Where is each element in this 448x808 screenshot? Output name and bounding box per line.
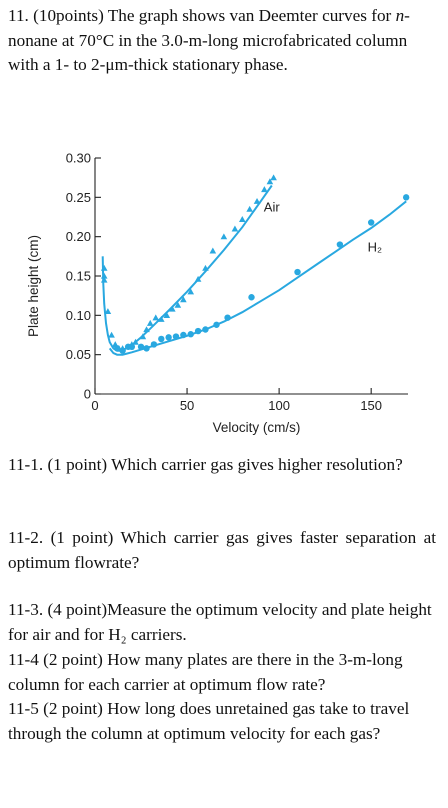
h2-data-point <box>202 326 209 333</box>
y-tick-label: 0.05 <box>66 347 91 362</box>
x-axis-label: Velocity (cm/s) <box>213 420 301 435</box>
air-data-point <box>266 178 274 185</box>
x-tick-label: 50 <box>180 398 194 413</box>
h2-data-point <box>128 343 136 350</box>
y-tick-label: 0.10 <box>66 308 91 323</box>
air-data-point <box>157 315 165 322</box>
air-data-point <box>100 272 108 279</box>
h2-data-point <box>294 268 301 276</box>
h2-data-point <box>224 314 231 321</box>
air-data-point <box>104 308 112 315</box>
air-data-point <box>246 205 253 212</box>
h2-data-point <box>213 321 220 328</box>
air-data-point <box>270 174 277 181</box>
air-data-point <box>163 312 171 318</box>
air-data-point <box>180 296 187 303</box>
h2-data-point <box>119 347 126 354</box>
air-data-point <box>231 225 239 232</box>
question-11-1: 11-1. (1 point) Which carrier gas gives … <box>8 455 403 474</box>
air-data-point <box>194 275 202 282</box>
air-data-point <box>169 305 176 312</box>
y-tick-label: 0.20 <box>66 229 91 244</box>
air-data-point <box>146 319 154 326</box>
x-tick-label: 150 <box>360 398 382 413</box>
y-tick-label: 0 <box>84 387 91 402</box>
x-tick-label: 0 <box>91 398 98 413</box>
y-tick-label: 0.30 <box>66 151 91 166</box>
air-data-point <box>238 216 246 222</box>
h2-data-point <box>248 294 255 301</box>
air-data-point <box>202 264 209 271</box>
question-11-4: 11-4 (2 point) How many plates are there… <box>8 650 403 694</box>
air-data-point <box>174 301 182 308</box>
air-data-point <box>132 338 139 345</box>
h2-data-point <box>172 333 180 340</box>
y-axis-label: Plate height (cm) <box>26 235 41 337</box>
h2-data-point <box>143 345 150 352</box>
air-data-point <box>108 331 115 338</box>
intro-text-a: 11. (10points) The graph shows van Deemt… <box>8 6 396 25</box>
intro-text-b: -nonane at 70°C in the 3.0-m-long microf… <box>8 6 410 74</box>
series-label-h2: H₂ <box>368 240 382 255</box>
question-11-2: 11-2. (1 point) Which carrier gas gives … <box>8 528 436 572</box>
air-data-point <box>261 186 268 193</box>
air-data-point <box>100 264 108 271</box>
question-11-3: 11-3. (4 point)Measure the optimum veloc… <box>8 600 432 644</box>
air-data-point <box>187 288 195 295</box>
question-intro: 11. (10points) The graph shows van Deemt… <box>8 4 436 78</box>
air-data-point <box>139 333 147 340</box>
h2-data-point <box>113 345 121 352</box>
h2-data-point <box>165 334 172 341</box>
series-curve-h2 <box>108 200 407 356</box>
x-tick-label: 100 <box>268 398 290 413</box>
question-11-5: 11-5 (2 point) How long does unretained … <box>8 699 410 743</box>
h2-data-point <box>367 219 375 226</box>
air-data-point <box>143 326 150 333</box>
van-deemter-chart: 0 0.05 0.10 0.15 0.20 0.25 0.30 0 50 100 150 Veloci… <box>26 151 410 435</box>
h2-data-point <box>336 241 344 248</box>
h2-data-point <box>402 194 410 201</box>
air-data-point <box>209 247 217 254</box>
series-label-air: Air <box>264 199 281 214</box>
y-tick-label: 0.15 <box>66 269 91 284</box>
air-data-point <box>152 314 160 321</box>
h2-data-point <box>158 335 165 343</box>
h2-data-point <box>137 343 145 350</box>
air-data-point <box>100 276 108 283</box>
h2-data-point <box>194 327 202 335</box>
intro-n-italic: n <box>395 6 405 25</box>
h2-data-point <box>180 331 187 339</box>
y-tick-label: 0.25 <box>66 190 91 205</box>
air-data-point <box>253 197 261 204</box>
h2-data-point <box>187 331 194 338</box>
h2-data-point <box>150 341 158 348</box>
air-data-point <box>220 233 228 240</box>
series-curve-air <box>101 184 273 352</box>
